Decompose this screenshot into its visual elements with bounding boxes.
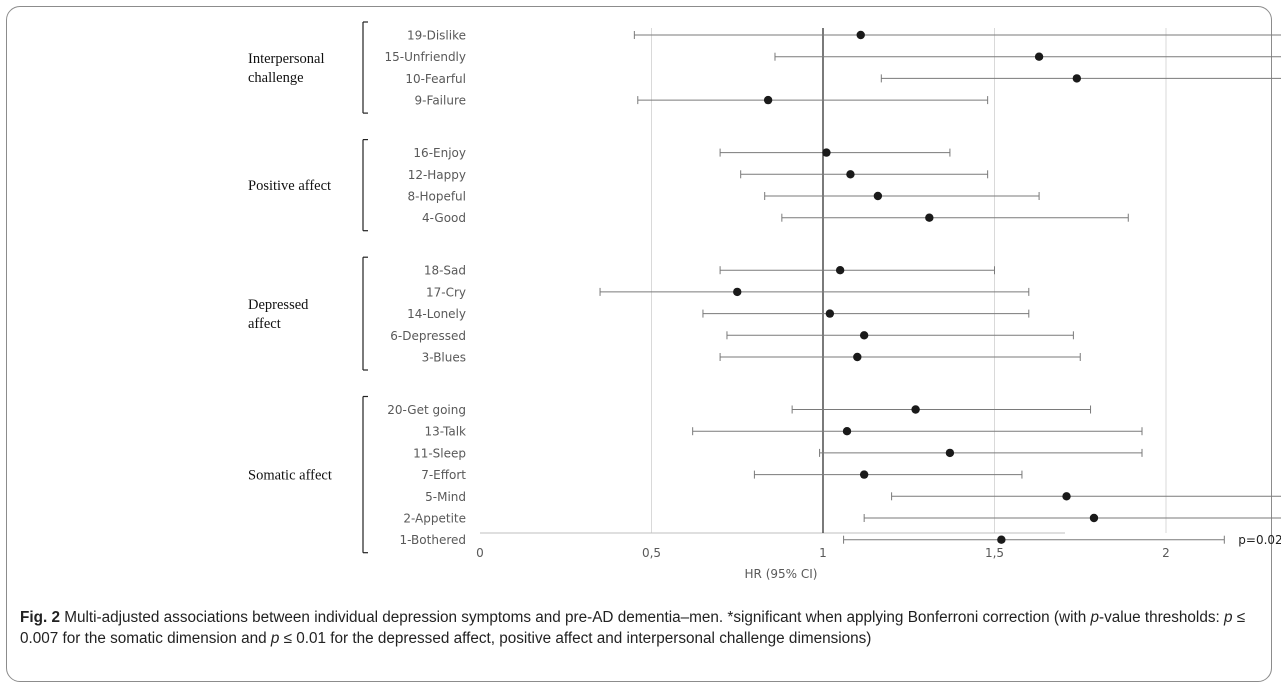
row-4-good: 4-Good [422, 211, 1128, 225]
row-label: 16-Enjoy [413, 146, 466, 160]
x-tick-label-4: 2 [1162, 546, 1170, 560]
hr-point [836, 266, 844, 274]
row-label: 15-Unfriendly [384, 50, 466, 64]
row-13-talk: 13-Talk [425, 425, 1142, 439]
x-tick-label-0: 0 [476, 546, 484, 560]
row-18-sad: 18-Sad [424, 264, 995, 278]
hr-point [1035, 53, 1043, 61]
hr-point [843, 427, 851, 435]
hr-point [925, 214, 933, 222]
caption-p-1: p [1090, 609, 1099, 626]
group-label: affect [248, 316, 281, 332]
row-label: 9-Failure [415, 94, 466, 108]
hr-point [1073, 74, 1081, 82]
row-label: 20-Get going [387, 403, 466, 417]
row-2-appetite: 2-Appetitep=0.01 [403, 512, 1281, 526]
x-tick-labels: 00,511,522,53 [476, 546, 1281, 560]
hr-point [853, 353, 861, 361]
groups-layer: Interpersonal challenge Positive affect Dep… [248, 22, 368, 553]
hr-point [733, 288, 741, 296]
row-6-depressed: 6-Depressed [390, 329, 1073, 343]
row-label: 14-Lonely [407, 307, 466, 321]
hr-point [860, 470, 868, 478]
row-20-get-going: 20-Get going [387, 403, 1090, 417]
grid-layer [652, 28, 1281, 533]
row-label: 5-Mind [425, 490, 466, 504]
x-tick-label-2: 1 [819, 546, 827, 560]
row-10-fearful: 10-Fearfulp=0.006 * [405, 72, 1281, 86]
row-label: 13-Talk [425, 425, 467, 439]
row-label: 7-Effort [421, 468, 466, 482]
row-label: 12-Happy [408, 168, 466, 182]
hr-point [860, 331, 868, 339]
group-bracket-1 [363, 140, 368, 231]
x-tick-label-3: 1,5 [985, 546, 1004, 560]
caption-text-4: ≤ 0.01 for the depressed affect, positiv… [279, 630, 871, 647]
rows-layer: 19-Dislike 15-Unfriendly 10-Fearfulp=0.006… [384, 29, 1281, 548]
row-9-failure: 9-Failure [415, 94, 988, 108]
hr-point [1062, 492, 1070, 500]
row-15-unfriendly: 15-Unfriendly [384, 50, 1281, 64]
row-7-effort: 7-Effort [421, 468, 1022, 482]
row-label: 10-Fearful [405, 72, 466, 86]
row-17-cry: 17-Cry [426, 285, 1029, 299]
group-label: Positive affect [248, 178, 331, 194]
caption-p-2: p [1224, 609, 1233, 626]
group-label: challenge [248, 70, 304, 86]
row-8-hopeful: 8-Hopeful [408, 190, 1040, 204]
figure-number: Fig. 2 [20, 609, 60, 626]
row-label: 2-Appetite [403, 512, 466, 526]
group-bracket-0 [363, 22, 368, 113]
row-5-mind: 5-Mindp=0.003 * [425, 490, 1281, 504]
row-label: 11-Sleep [413, 446, 466, 460]
row-label: 6-Depressed [390, 329, 466, 343]
forest-plot: 00,511,522,53 HR (95% CI) 19-Dislike15-U… [0, 0, 1281, 600]
row-label: 8-Hopeful [408, 190, 467, 204]
hr-point [826, 309, 834, 317]
row-16-enjoy: 16-Enjoy [413, 146, 949, 160]
p-value-annotation: p=0.02 [1238, 533, 1281, 547]
x-axis-label: HR (95% CI) [745, 567, 818, 581]
row-label: 18-Sad [424, 264, 466, 278]
hr-point [874, 192, 882, 200]
hr-point [764, 96, 772, 104]
hr-point [822, 148, 830, 156]
hr-point [997, 536, 1005, 544]
group-bracket-3 [363, 397, 368, 553]
x-tick-label-1: 0,5 [642, 546, 661, 560]
row-label: 4-Good [422, 211, 466, 225]
row-label: 17-Cry [426, 285, 466, 299]
hr-point [946, 449, 954, 457]
group-label: Somatic affect [248, 468, 332, 484]
row-14-lonely: 14-Lonely [407, 307, 1029, 321]
group-label: Depressed [248, 297, 309, 313]
group-bracket-2 [363, 257, 368, 370]
row-label: 19-Dislike [407, 29, 466, 43]
caption-text-1: Multi-adjusted associations between indi… [60, 609, 1091, 626]
row-3-blues: 3-Blues [422, 351, 1081, 365]
row-12-happy: 12-Happy [408, 168, 988, 182]
row-1-bothered: 1-Bothered p=0.02 [400, 533, 1281, 547]
caption-text-2: -value thresholds: [1099, 609, 1224, 626]
row-label: 1-Bothered [400, 533, 466, 547]
hr-point [857, 31, 865, 39]
hr-point [846, 170, 854, 178]
row-19-dislike: 19-Dislike [407, 29, 1281, 43]
group-label: Interpersonal [248, 51, 325, 67]
row-11-sleep: 11-Sleep [413, 446, 1142, 460]
hr-point [911, 405, 919, 413]
figure-caption: Fig. 2 Multi-adjusted associations betwe… [20, 607, 1260, 649]
hr-point [1090, 514, 1098, 522]
row-label: 3-Blues [422, 351, 466, 365]
